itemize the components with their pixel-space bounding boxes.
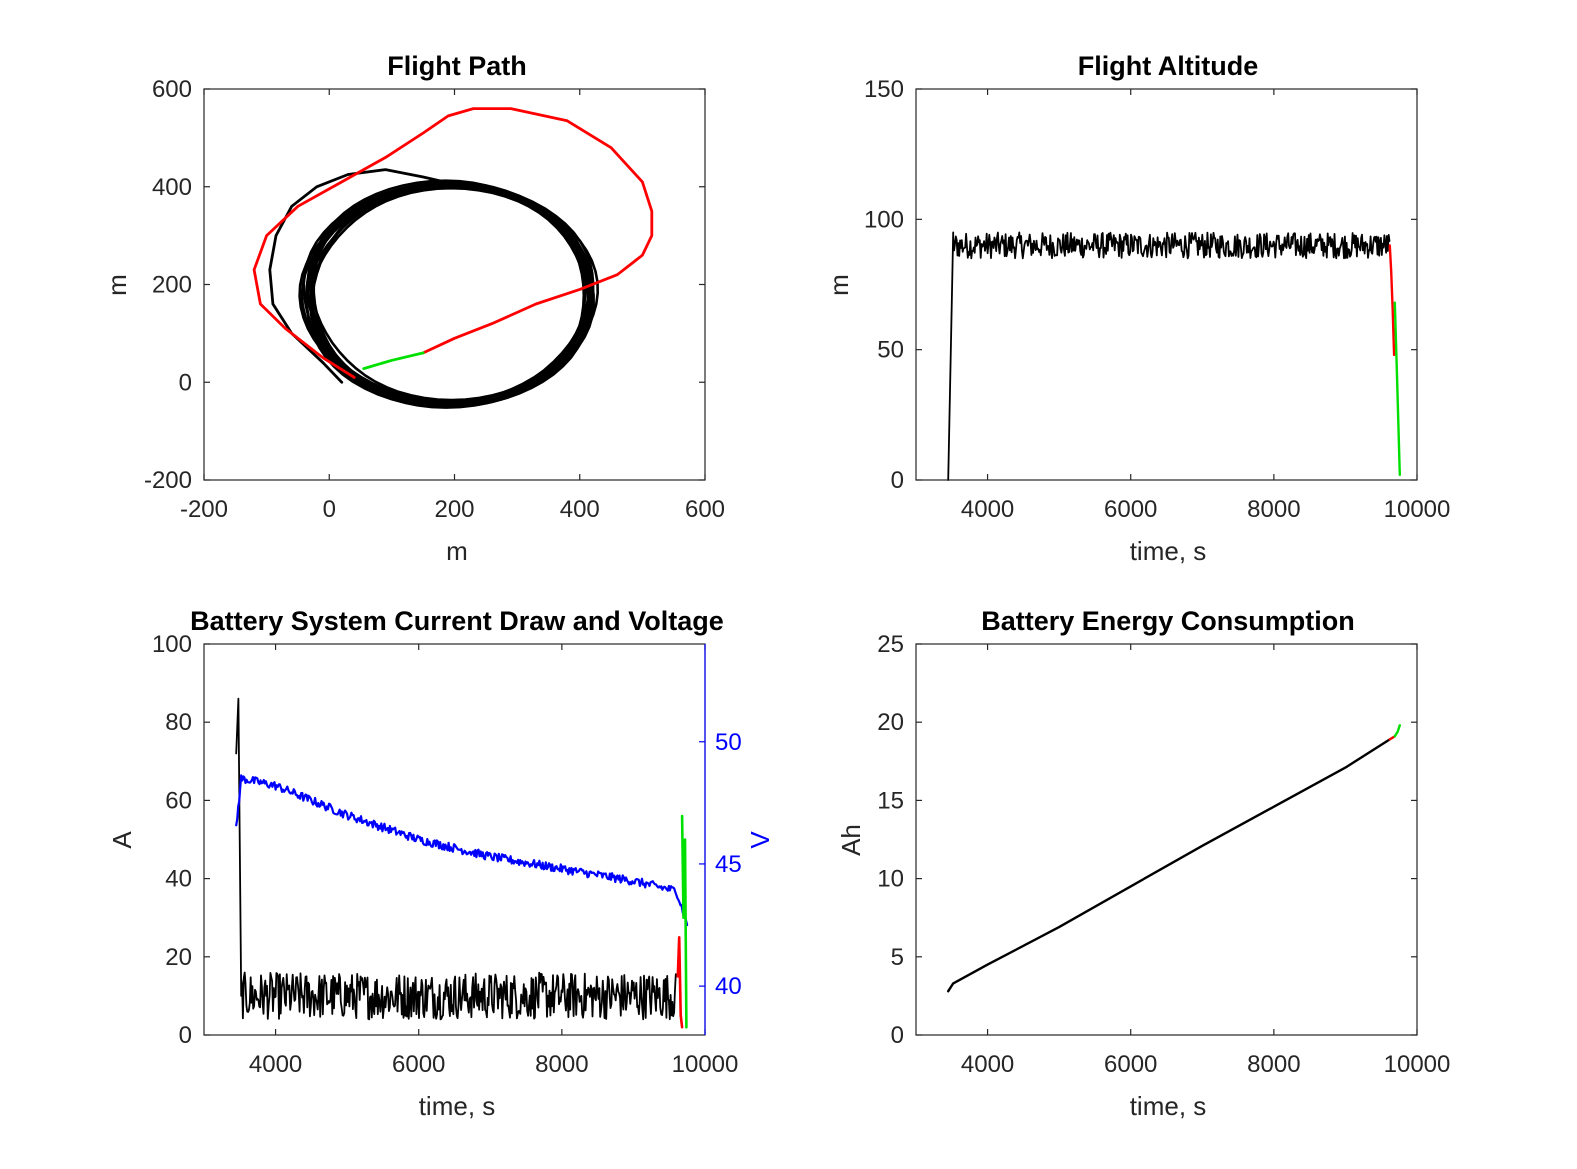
- y-tick-label: 5: [891, 944, 904, 971]
- x-tick-label: 6000: [1104, 1051, 1157, 1078]
- y-tick-label: 10: [877, 866, 904, 893]
- x-axis-label: time, s: [419, 1091, 496, 1121]
- y-tick-label: 400: [152, 174, 192, 201]
- x-tick-label: 8000: [1247, 496, 1300, 523]
- altitude-line: [947, 231, 1391, 481]
- chart-flight-altitude: Flight Altitude time, s m 4000 6000 8000 10…: [824, 51, 1450, 566]
- loiter-track-lap: [302, 181, 593, 408]
- plot-area: [203, 88, 706, 481]
- y-tick-label: -200: [144, 467, 192, 494]
- x-tick-label: 4000: [249, 1051, 302, 1078]
- x-tick-label: 10000: [1384, 1051, 1451, 1078]
- chart-title: Flight Path: [387, 51, 526, 81]
- y-tick-label: 100: [864, 206, 904, 233]
- x-tick-label: 400: [560, 496, 600, 523]
- y-axis-label: A: [107, 831, 137, 849]
- y2-tick-label: 50: [715, 729, 742, 756]
- energy-line-0: [947, 738, 1392, 993]
- y-tick-label: 100: [152, 631, 192, 658]
- y-tick-label: 0: [891, 1022, 904, 1049]
- x-tick-label: -200: [180, 496, 228, 523]
- y-tick-label: 15: [877, 787, 904, 814]
- chart-battery-current-voltage: Battery System Current Draw and Voltage …: [107, 606, 775, 1121]
- energy-line-2: [1393, 724, 1402, 738]
- y-tick-label: 0: [891, 467, 904, 494]
- x-axis-label: m: [446, 536, 468, 566]
- y-tick-label: 20: [877, 709, 904, 736]
- chart-flight-path: Flight Path m m -200 0 200 400 600 -200 0 200 40…: [102, 51, 725, 566]
- plot-area: [203, 643, 706, 1036]
- x-tick-label: 200: [434, 496, 474, 523]
- x-tick-label: 8000: [535, 1051, 588, 1078]
- flight-path-line-2: [252, 107, 654, 379]
- chart-battery-energy: Battery Energy Consumption time, s Ah 40…: [836, 606, 1450, 1121]
- x-axis-label: time, s: [1130, 1091, 1207, 1121]
- x-axis-label: time, s: [1130, 536, 1207, 566]
- chart-title: Flight Altitude: [1078, 51, 1258, 81]
- plot-area: [915, 88, 1418, 481]
- altitude-line-phase-1: [1388, 244, 1396, 357]
- y-tick-label: 600: [152, 76, 192, 103]
- y2-axis-label: V: [745, 831, 775, 849]
- x-tick-label: 6000: [1104, 496, 1157, 523]
- current-line-phase-1: [676, 935, 684, 1029]
- flight-path-line-3: [362, 351, 425, 371]
- y-tick-label: 80: [165, 709, 192, 736]
- y-axis-label: m: [102, 274, 132, 296]
- current-line-phase-2: [680, 814, 688, 1029]
- y2-tick-label: 45: [715, 851, 742, 878]
- y-tick-label: 50: [877, 337, 904, 364]
- voltage-line: [235, 774, 689, 927]
- x-tick-label: 10000: [1384, 496, 1451, 523]
- loiter-track-lap: [306, 182, 595, 408]
- x-tick-label: 8000: [1247, 1051, 1300, 1078]
- x-tick-label: 4000: [961, 1051, 1014, 1078]
- y-tick-label: 0: [179, 369, 192, 396]
- y-axis-label: m: [824, 274, 854, 296]
- current-line: [235, 697, 677, 1021]
- altitude-line-phase-2: [1393, 301, 1402, 476]
- y-tick-label: 150: [864, 76, 904, 103]
- y-tick-label: 200: [152, 272, 192, 299]
- x-tick-label: 600: [685, 496, 725, 523]
- y-tick-label: 60: [165, 787, 192, 814]
- x-tick-label: 0: [323, 496, 336, 523]
- y2-tick-label: 40: [715, 973, 742, 1000]
- x-tick-label: 6000: [392, 1051, 445, 1078]
- y-tick-label: 40: [165, 866, 192, 893]
- y-tick-label: 0: [179, 1022, 192, 1049]
- plot-area: [915, 643, 1418, 1036]
- chart-title: Battery Energy Consumption: [981, 606, 1355, 636]
- y-tick-label: 25: [877, 631, 904, 658]
- y-tick-label: 20: [165, 944, 192, 971]
- x-tick-label: 10000: [672, 1051, 739, 1078]
- chart-title: Battery System Current Draw and Voltage: [190, 606, 724, 636]
- y-axis-label: Ah: [836, 824, 866, 856]
- x-tick-label: 4000: [961, 496, 1014, 523]
